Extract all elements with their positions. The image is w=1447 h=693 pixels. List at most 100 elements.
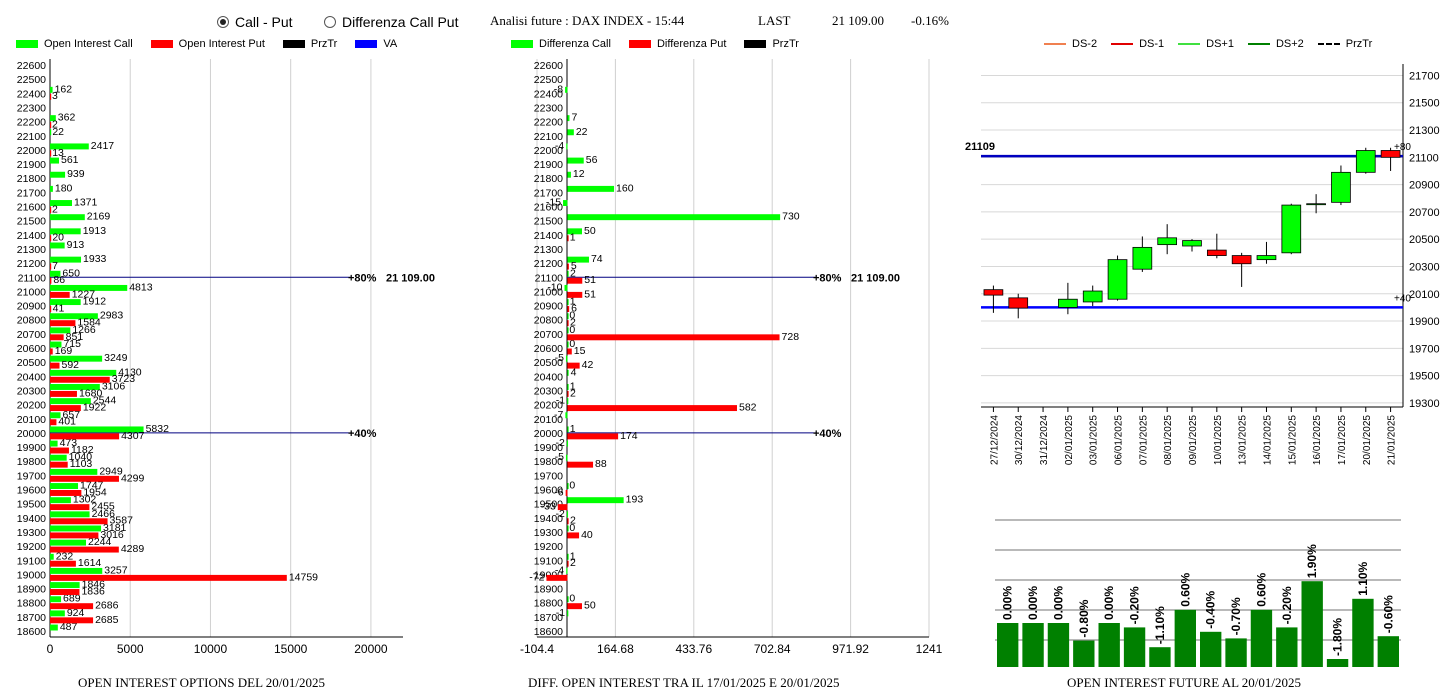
bar-call xyxy=(567,313,569,320)
candle-body xyxy=(1306,203,1326,206)
legend-label: Differenza Put xyxy=(656,38,727,50)
candle-body xyxy=(1355,150,1376,173)
bar-value-label: 50 xyxy=(584,225,596,237)
bar-value-label: 7 xyxy=(571,112,577,124)
date-label: 31/12/2024 xyxy=(1039,415,1050,465)
bar-value-label: 4299 xyxy=(121,472,145,484)
legend-label: DS+1 xyxy=(1206,38,1234,50)
bar-pct-label: 1.90% xyxy=(1305,544,1319,578)
radio-call-put[interactable]: Call - Put xyxy=(217,14,293,30)
bar-value-label: 0 xyxy=(569,522,575,534)
legend-label: Differenza Call xyxy=(539,38,611,50)
bar-put xyxy=(567,433,619,440)
strike-label: 22300 xyxy=(534,102,563,114)
date-label: 30/12/2024 xyxy=(1014,415,1025,465)
strike-label: 19100 xyxy=(17,555,46,567)
bar-value-label: 2 xyxy=(570,387,576,399)
bar-put xyxy=(50,150,52,157)
bar-value-label: 13 xyxy=(52,147,64,159)
bar-value-label: 4 xyxy=(571,366,577,378)
bar-value-label: 193 xyxy=(626,494,644,506)
bar-value-label: 5832 xyxy=(146,423,170,435)
bar-value-label: 4289 xyxy=(121,543,145,555)
bar-value-label: 924 xyxy=(67,607,85,619)
bar-value-label: 1 xyxy=(570,380,576,392)
legend-line xyxy=(1178,43,1201,45)
strike-label: 19400 xyxy=(534,513,563,525)
bar-value-label: 2686 xyxy=(95,600,119,612)
bar-value-label: 174 xyxy=(620,430,638,442)
bar-value-label: 2949 xyxy=(99,465,123,477)
candle-body xyxy=(1132,246,1153,270)
strike-label: 18800 xyxy=(534,598,563,610)
bar-value-label: 851 xyxy=(66,331,84,343)
bar-value-label: 1912 xyxy=(83,296,107,308)
bar-put xyxy=(50,546,119,553)
bar-call xyxy=(50,624,58,631)
strike-label: 21600 xyxy=(17,202,46,214)
bar-future-oi xyxy=(1149,647,1171,667)
legend-label: Open Interest Call xyxy=(44,38,133,50)
bar-value-label: 939 xyxy=(67,168,85,180)
date-label: 09/01/2025 xyxy=(1188,415,1199,465)
bar-value-label: 401 xyxy=(58,416,76,428)
y-tick-label: 20900 xyxy=(1409,180,1440,192)
bar-value-label: 7 xyxy=(52,260,58,272)
bar-value-label: 160 xyxy=(616,182,634,194)
radio-differenza[interactable]: Differenza Call Put xyxy=(324,14,458,30)
bar-call xyxy=(50,284,128,291)
bar-value-label: 15 xyxy=(574,345,586,357)
bar-call xyxy=(567,157,584,164)
bar-value-label: 1 xyxy=(570,550,576,562)
bar-call xyxy=(567,256,589,263)
bar-call xyxy=(566,440,569,447)
bar-call xyxy=(50,115,56,122)
bar-value-label: 0 xyxy=(569,480,575,492)
analysis-title: Analisi future : DAX INDEX - 15:44 xyxy=(490,13,685,28)
date-label: 20/01/2025 xyxy=(1362,415,1373,465)
strike-label: 19100 xyxy=(534,555,563,567)
bar-value-label: 2 xyxy=(570,317,576,329)
bar-call xyxy=(50,426,144,433)
bar-call xyxy=(50,511,90,518)
bar-call xyxy=(50,200,72,206)
bar-put xyxy=(565,490,568,496)
bar-put xyxy=(567,263,569,270)
bar-put xyxy=(50,532,99,539)
bar-put xyxy=(50,617,94,624)
bar-call xyxy=(565,454,568,461)
bar-value-label: 5 xyxy=(571,260,577,272)
bar-put xyxy=(567,390,569,397)
bar-put xyxy=(50,589,80,595)
bar-call xyxy=(567,426,569,433)
x-tick-label: 164.68 xyxy=(597,642,634,656)
bar-value-label: 51 xyxy=(584,274,596,286)
bar-call xyxy=(50,440,58,447)
x-tick-label: 10000 xyxy=(194,642,228,656)
legend-diff: Differenza Call Differenza Put PrzTr xyxy=(511,38,799,50)
bar-value-label: 0 xyxy=(569,324,575,336)
bar-call xyxy=(567,369,569,376)
bar-value-label: 41 xyxy=(53,302,65,314)
bar-value-label: -33 xyxy=(541,501,556,513)
bar-value-label: 3723 xyxy=(112,373,136,385)
strike-label: 22100 xyxy=(17,131,46,143)
bar-pct-label: -1.80% xyxy=(1331,618,1345,656)
legend-swatch xyxy=(282,40,305,48)
legend-line xyxy=(1111,43,1134,45)
strike-label: 22600 xyxy=(17,60,46,72)
candle-body xyxy=(1256,255,1277,261)
strike-label: 21400 xyxy=(534,230,563,242)
bar-put xyxy=(50,447,69,454)
bar-call xyxy=(50,369,117,376)
bar-call xyxy=(564,284,568,291)
strike-label: 18900 xyxy=(17,584,46,596)
bar-future-oi xyxy=(1225,638,1247,667)
strike-label: 19300 xyxy=(534,527,563,539)
bar-value-label: 56 xyxy=(586,154,598,166)
bar-future-oi xyxy=(1123,627,1146,667)
bar-put xyxy=(50,376,110,383)
price-level-value: 21 109.00 xyxy=(386,272,435,284)
strike-label: 21900 xyxy=(534,159,563,171)
strike-label: 21500 xyxy=(534,216,563,228)
